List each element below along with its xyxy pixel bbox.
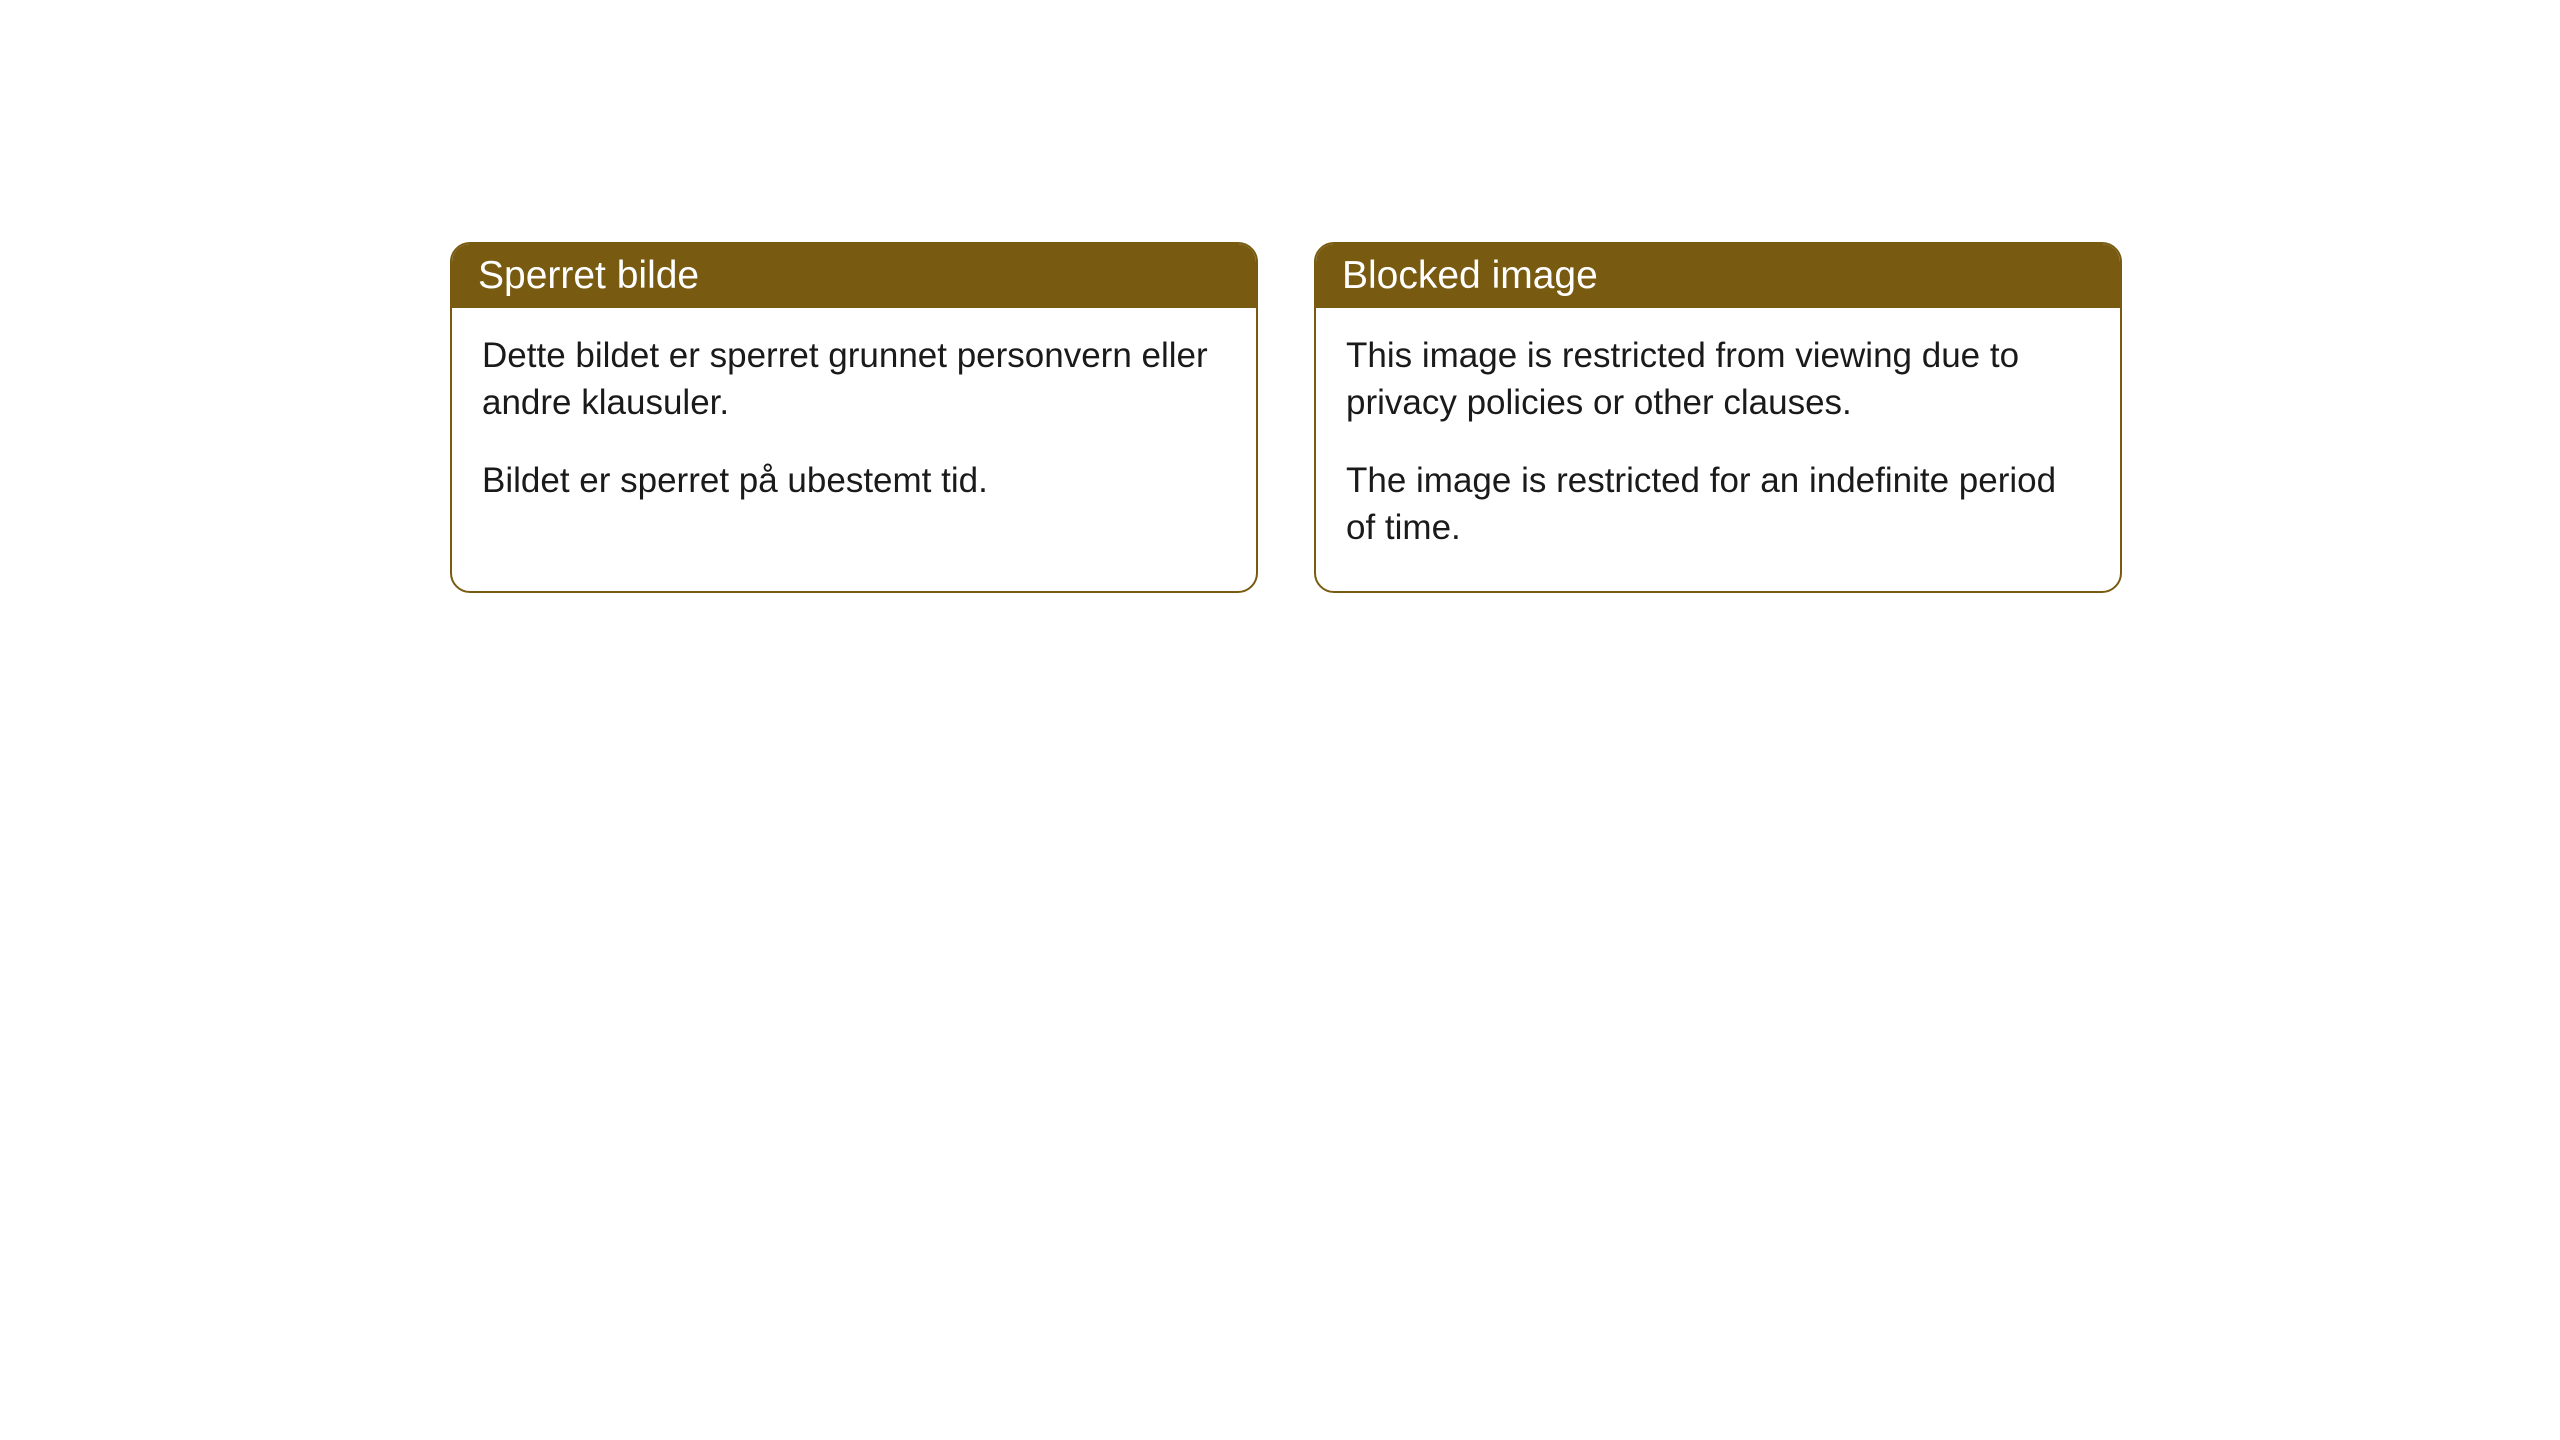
card-paragraph-2-en: The image is restricted for an indefinit…	[1346, 457, 2090, 552]
card-body-no: Dette bildet er sperret grunnet personve…	[452, 308, 1256, 544]
card-title-no: Sperret bilde	[478, 254, 699, 297]
notice-container: Sperret bilde Dette bildet er sperret gr…	[450, 242, 2122, 593]
card-header-en: Blocked image	[1316, 244, 2120, 308]
card-paragraph-2-no: Bildet er sperret på ubestemt tid.	[482, 457, 1226, 504]
card-paragraph-1-en: This image is restricted from viewing du…	[1346, 332, 2090, 427]
card-paragraph-1-no: Dette bildet er sperret grunnet personve…	[482, 332, 1226, 427]
blocked-image-card-no: Sperret bilde Dette bildet er sperret gr…	[450, 242, 1258, 593]
card-header-no: Sperret bilde	[452, 244, 1256, 308]
card-title-en: Blocked image	[1342, 254, 1598, 297]
blocked-image-card-en: Blocked image This image is restricted f…	[1314, 242, 2122, 593]
card-body-en: This image is restricted from viewing du…	[1316, 308, 2120, 591]
